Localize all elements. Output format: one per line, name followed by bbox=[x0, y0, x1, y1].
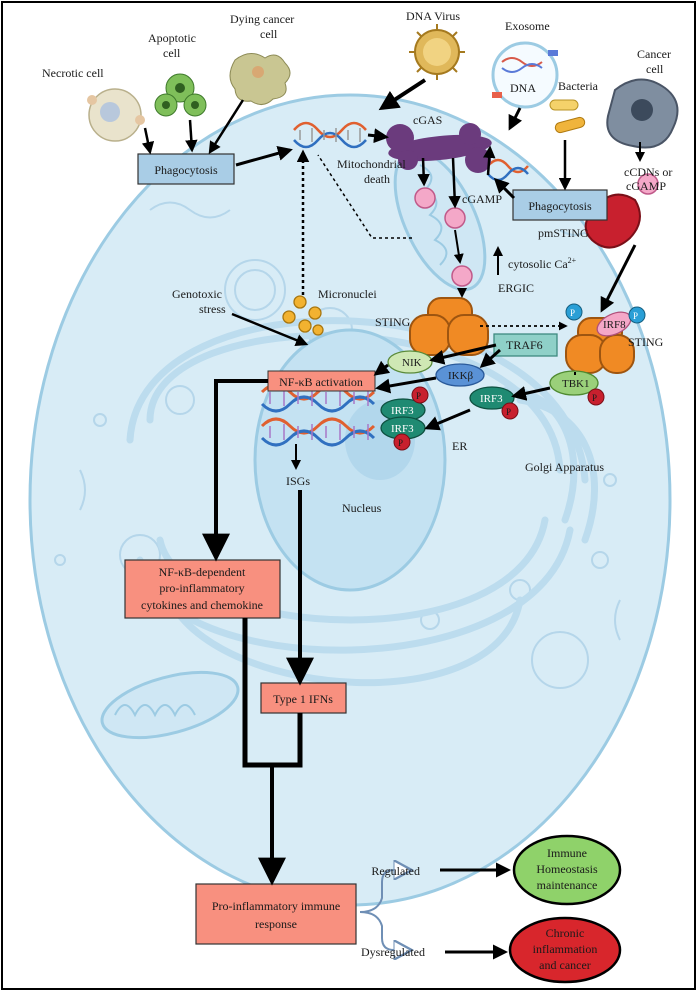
chronic-label-3: and cancer bbox=[539, 958, 591, 972]
label-exosome: Exosome bbox=[505, 19, 550, 33]
phagocytosis-left-label: Phagocytosis bbox=[154, 163, 218, 177]
label-genotoxic-1: Genotoxic bbox=[172, 287, 222, 301]
immune-label-3: maintenance bbox=[537, 878, 598, 892]
label-ikk: IKKβ bbox=[448, 370, 474, 382]
nfkb-dependent-box bbox=[124, 559, 281, 619]
label-p-1: P bbox=[570, 308, 575, 318]
label-irf3-cytosolic: IRF3 bbox=[480, 393, 503, 405]
label-sting-right: STING bbox=[628, 335, 664, 349]
label-bacteria: Bacteria bbox=[558, 79, 599, 93]
label-p-4: P bbox=[506, 407, 511, 417]
nfkb-dependent-label-2: pro-inflammatory bbox=[159, 581, 244, 595]
sting-left-protein bbox=[409, 297, 489, 356]
micronuclei-dots bbox=[282, 295, 324, 336]
label-pmsting: pmSTING bbox=[538, 226, 589, 240]
nfkb-dependent-label-3: cytokines and chemokine bbox=[141, 598, 263, 612]
pro-inflammatory-box bbox=[195, 883, 357, 945]
label-regulated: Regulated bbox=[371, 864, 420, 878]
label-genotoxic-2: stress bbox=[199, 302, 226, 316]
text-labels: Necrotic cell Apoptotic cell Dying cance… bbox=[42, 9, 672, 972]
label-er: ER bbox=[452, 439, 467, 453]
label-cancer-1: Cancer bbox=[637, 47, 671, 61]
label-dna-virus: DNA Virus bbox=[406, 9, 460, 23]
label-nucleus: Nucleus bbox=[342, 501, 382, 515]
label-cgamp: cGAMP bbox=[462, 192, 502, 206]
label-p-2: P bbox=[633, 311, 638, 321]
label-nik: NIK bbox=[402, 357, 422, 369]
label-micronuclei: Micronuclei bbox=[318, 287, 377, 301]
label-calcium-sup: 2+ bbox=[568, 256, 577, 265]
outcome-branch bbox=[359, 870, 410, 950]
bacteria-icon bbox=[549, 99, 586, 134]
type1-ifns-label: Type 1 IFNs bbox=[273, 692, 333, 706]
pro-inflam-label-1: Pro-inflammatory immune bbox=[212, 899, 340, 913]
dying-cancer-cell-icon bbox=[229, 53, 291, 105]
immune-label-2: Homeostasis bbox=[536, 862, 598, 876]
label-p-3: P bbox=[592, 393, 597, 403]
label-cancer-2: cell bbox=[646, 62, 664, 76]
nfkb-activation-label: NF-κB activation bbox=[279, 375, 363, 389]
cgamp-molecules bbox=[414, 173, 659, 287]
label-calcium: cytosolic Ca2+ bbox=[508, 256, 577, 271]
cgas-enzyme bbox=[386, 123, 492, 173]
chronic-label-1: Chronic bbox=[546, 926, 585, 940]
label-necrotic: Necrotic cell bbox=[42, 66, 104, 80]
label-irf3-nuc-1: IRF3 bbox=[391, 405, 414, 417]
label-traf6: TRAF6 bbox=[506, 338, 543, 352]
chronic-label-2: inflammation bbox=[533, 942, 598, 956]
apoptotic-cell-icon bbox=[154, 73, 207, 117]
immune-label-1: Immune bbox=[547, 846, 587, 860]
mitochondrion-lower bbox=[100, 670, 240, 740]
label-golgi: Golgi Apparatus bbox=[525, 460, 604, 474]
pro-inflam-label-2: response bbox=[255, 917, 297, 931]
phagocytosis-left-box bbox=[137, 153, 235, 185]
tbk1-protein bbox=[549, 370, 599, 396]
necrotic-cell-icon bbox=[87, 88, 145, 142]
label-mito-1: Mitochondrial bbox=[337, 157, 406, 171]
exosome-dna-icon bbox=[487, 158, 529, 182]
label-dysregulated: Dysregulated bbox=[361, 945, 425, 959]
label-sting-left: STING bbox=[375, 315, 411, 329]
label-p-5: P bbox=[416, 391, 421, 401]
label-cdn-1: cCDNs or bbox=[624, 165, 672, 179]
label-exosome-dna: DNA bbox=[510, 81, 536, 95]
label-calcium-main: cytosolic Ca bbox=[508, 257, 568, 271]
chronic-inflammation-ellipse bbox=[508, 916, 622, 984]
type1-ifns-box bbox=[260, 682, 347, 714]
label-irf3-nuc-2: IRF3 bbox=[391, 423, 414, 435]
nuclear-dna-strands bbox=[260, 383, 376, 447]
immune-homeostasis-ellipse bbox=[512, 834, 622, 906]
label-cdn-2: cGAMP bbox=[626, 179, 666, 193]
label-ergic: ERGIC bbox=[498, 281, 534, 295]
label-tbk1: TBK1 bbox=[562, 378, 590, 390]
label-isgs: ISGs bbox=[286, 474, 310, 488]
exosome-icon bbox=[491, 41, 559, 109]
nfkb-dependent-label-1: NF-κB-dependent bbox=[159, 565, 246, 579]
phospho-groups bbox=[393, 303, 646, 451]
label-mito-2: death bbox=[364, 172, 390, 186]
dna-virus-icon bbox=[409, 24, 465, 80]
label-dying-cancer-1: Dying cancer bbox=[230, 12, 294, 26]
label-dying-cancer-2: cell bbox=[260, 27, 278, 41]
label-apoptotic-2: cell bbox=[163, 46, 181, 60]
label-apoptotic-1: Apoptotic bbox=[148, 31, 196, 45]
phagocytosis-right-label: Phagocytosis bbox=[528, 199, 592, 213]
label-irf8: IRF8 bbox=[603, 319, 626, 331]
cytosolic-dna-icon bbox=[293, 121, 367, 149]
phagocytosis-right-box bbox=[512, 189, 608, 221]
label-p-6: P bbox=[398, 438, 403, 448]
pathway-arrows bbox=[141, 78, 645, 960]
ikk-protein bbox=[435, 363, 485, 387]
cancer-cell-icon bbox=[606, 78, 679, 149]
label-cgas: cGAS bbox=[413, 113, 442, 127]
